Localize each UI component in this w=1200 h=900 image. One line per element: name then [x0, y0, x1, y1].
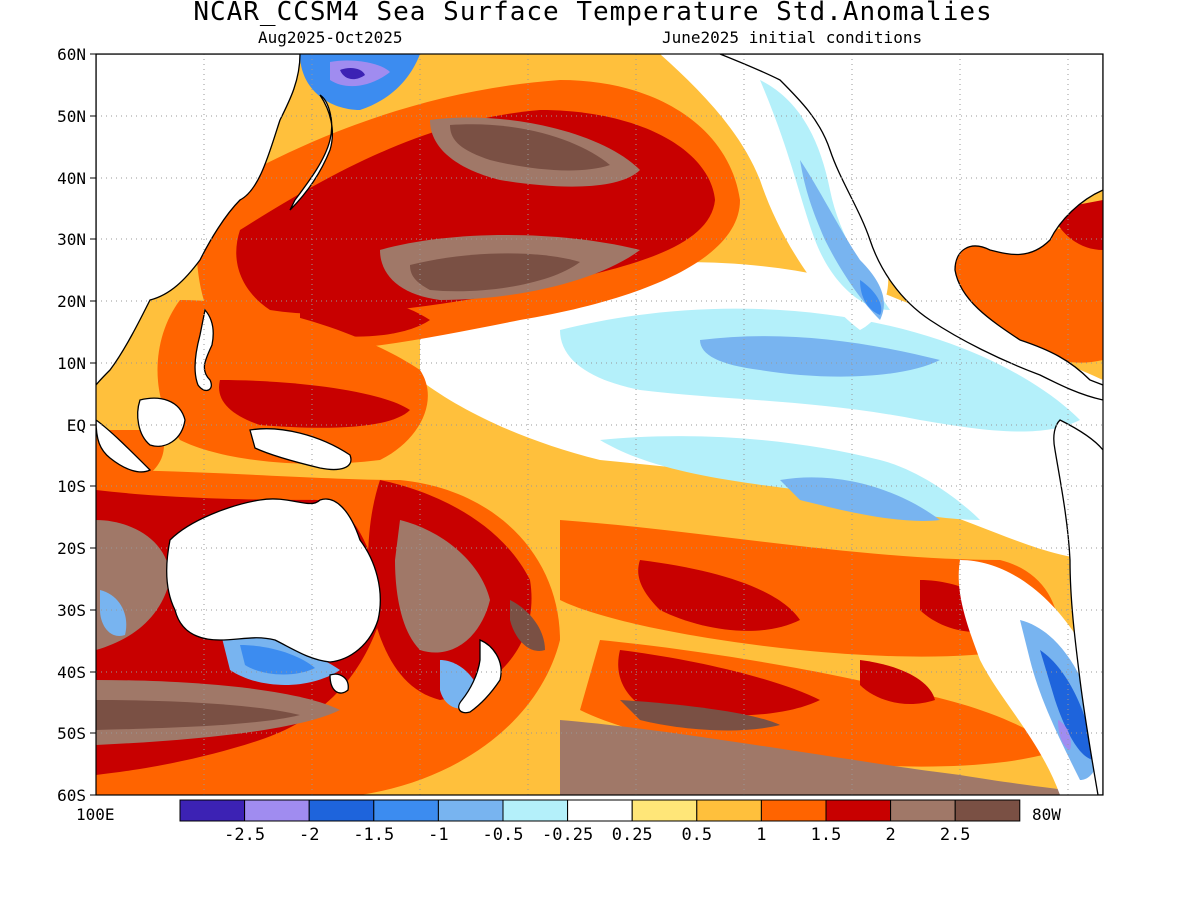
- lon-label-right: 80W: [1032, 805, 1061, 824]
- lat-label: 30S: [57, 601, 86, 620]
- colorbar-tick-label: -2: [299, 825, 319, 845]
- lat-label: 30N: [57, 230, 86, 249]
- philippines-land: [194, 308, 214, 392]
- forecast-period: Aug2025-Oct2025: [258, 28, 403, 47]
- colorbar-tick-label: -0.25: [542, 825, 593, 845]
- colorbar-tick-label: 0.5: [681, 825, 712, 845]
- lat-labels: 60N 50N 40N 30N 20N 10N EQ 10S 20S 30S 4…: [57, 45, 86, 805]
- lat-label: 20S: [57, 539, 86, 558]
- colorbar-swatch: [244, 799, 310, 822]
- colorbar-swatch: [825, 799, 892, 822]
- colorbar-tick-label: -0.5: [483, 825, 524, 845]
- colorbar-tick-label: -1: [428, 825, 448, 845]
- new-zealand-land: [458, 639, 502, 714]
- colorbar-swatch: [954, 799, 1021, 822]
- new-guinea-land: [249, 428, 352, 471]
- tasmania-land: [329, 673, 349, 694]
- chart-title: NCAR_CCSM4 Sea Surface Temperature Std.A…: [193, 0, 993, 27]
- colorbar-swatch: [502, 799, 569, 822]
- colorbar-tick-label: -2.5: [224, 825, 265, 845]
- colorbar: [179, 799, 1021, 822]
- lat-label: 20N: [57, 292, 86, 311]
- lat-label: 40N: [57, 169, 86, 188]
- lon-label-left: 100E: [76, 805, 115, 824]
- colorbar-swatch: [179, 799, 246, 822]
- colorbar-tick-label: 1.5: [811, 825, 842, 845]
- south-america-land: [1053, 419, 1103, 795]
- colorbar-swatch: [760, 799, 827, 822]
- java-land: [96, 419, 152, 473]
- colorbar-tick-label: 1: [756, 825, 766, 845]
- colorbar-swatch: [308, 799, 375, 822]
- lat-label: 50S: [57, 724, 86, 743]
- australia-land: [166, 498, 381, 663]
- colorbar-swatch: [373, 799, 439, 822]
- lat-label: 60S: [57, 786, 86, 805]
- lat-label: 60N: [57, 45, 86, 64]
- asia-mainland: [96, 54, 301, 387]
- north-america-land: [719, 54, 1103, 401]
- lat-label: 40S: [57, 663, 86, 682]
- grid-lines: [96, 54, 1103, 795]
- land-masses: [96, 54, 1103, 795]
- initial-conditions: June2025 initial conditions: [662, 28, 923, 47]
- colorbar-tick-label: 2: [885, 825, 895, 845]
- japan-land: [289, 94, 334, 211]
- colorbar-tick-label: 0.25: [612, 825, 653, 845]
- colorbar-tick-label: -1.5: [353, 825, 394, 845]
- lat-label: EQ: [67, 416, 86, 435]
- lat-label: 10N: [57, 354, 86, 373]
- borneo-land: [137, 397, 186, 447]
- colorbar-swatch: [890, 799, 956, 822]
- lat-label: 50N: [57, 107, 86, 126]
- colorbar-labels: -2.5 -2 -1.5 -1 -0.5 -0.25 0.25 0.5 1 1.5 2 2.5: [224, 825, 970, 845]
- colorbar-swatch: [567, 799, 633, 822]
- lat-ticks: [90, 53, 96, 796]
- lat-label: 10S: [57, 477, 86, 496]
- colorbar-swatch: [437, 799, 504, 822]
- colorbar-swatch: [631, 799, 698, 822]
- colorbar-swatch: [696, 799, 762, 822]
- colorbar-tick-label: 2.5: [940, 825, 971, 845]
